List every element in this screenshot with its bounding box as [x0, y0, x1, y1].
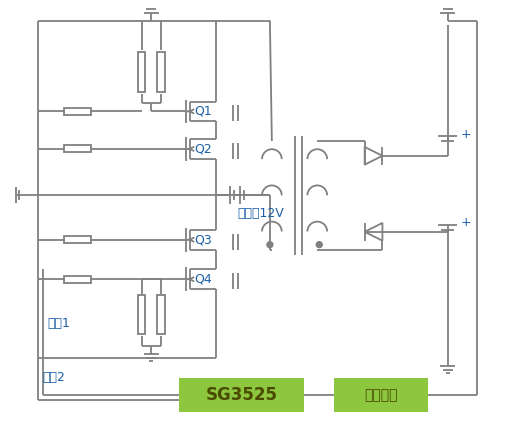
Circle shape	[316, 242, 322, 248]
Polygon shape	[365, 147, 382, 165]
Text: +: +	[461, 216, 471, 229]
Text: 蓄电民12V: 蓄电民12V	[237, 207, 284, 220]
Text: +: +	[461, 128, 471, 140]
Polygon shape	[365, 223, 382, 241]
Text: Q2: Q2	[194, 143, 212, 155]
Bar	[138, 52, 145, 92]
Bar	[334, 378, 428, 412]
Text: 马动2: 马动2	[43, 371, 66, 385]
Bar	[64, 236, 91, 243]
Text: SG3525: SG3525	[206, 386, 278, 404]
Bar	[64, 146, 91, 152]
Bar	[157, 295, 165, 334]
Bar	[157, 52, 165, 92]
Text: Q4: Q4	[194, 272, 212, 286]
Bar	[64, 276, 91, 283]
Bar	[179, 378, 304, 412]
Text: Q3: Q3	[194, 233, 212, 246]
Bar	[64, 108, 91, 115]
Text: Q1: Q1	[194, 105, 212, 118]
Circle shape	[267, 242, 273, 248]
Text: 马动1: 马动1	[48, 317, 71, 330]
Bar	[138, 295, 145, 334]
Text: 电压采样: 电压采样	[364, 388, 398, 402]
